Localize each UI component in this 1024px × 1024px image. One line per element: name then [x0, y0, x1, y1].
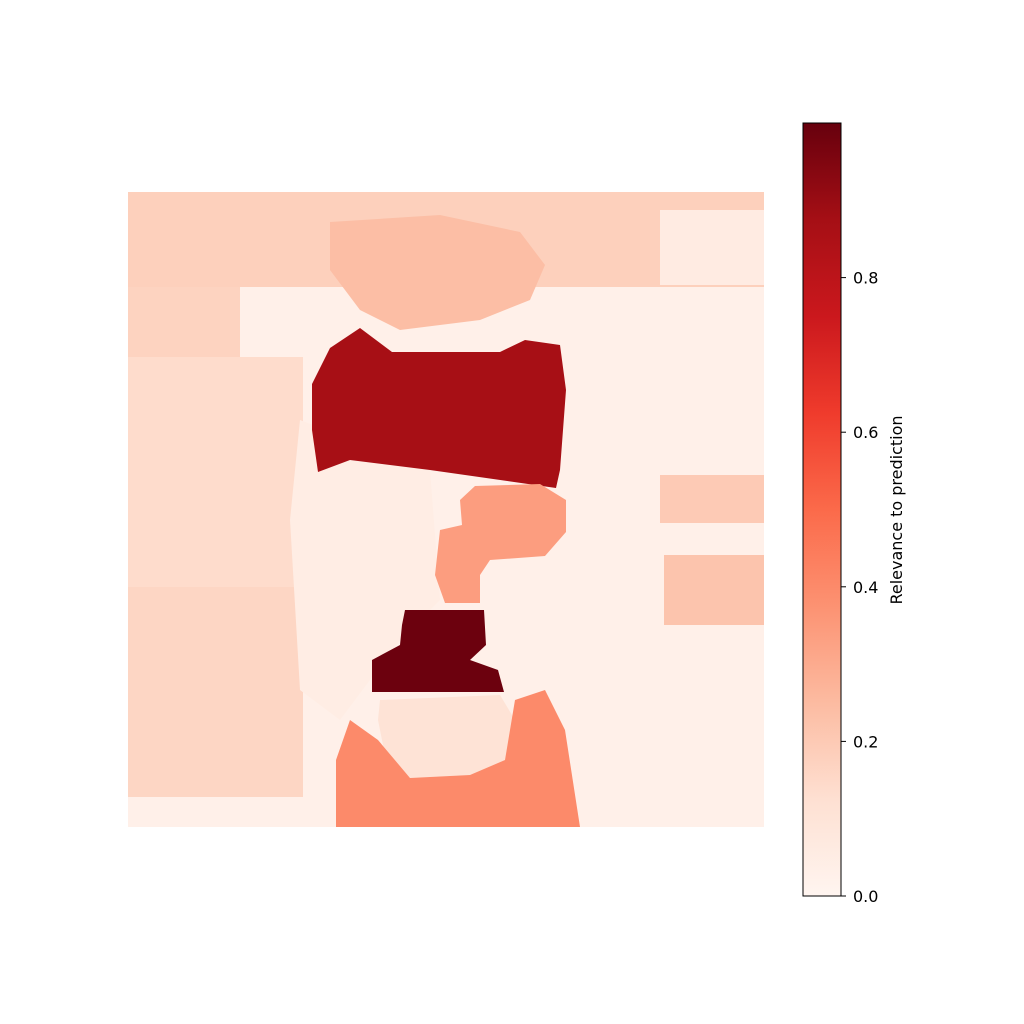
colorbar-tick-label: 0.2 — [853, 732, 878, 751]
segment-forehead-hair — [330, 215, 545, 330]
segment-left-lower-block — [128, 587, 303, 797]
segment-nose-region — [435, 484, 566, 603]
colorbar-tick-label: 0.8 — [853, 269, 878, 288]
colorbar-ticks: 0.0 0.2 0.4 0.6 0.8 — [841, 269, 878, 906]
segment-right-upper-block — [660, 210, 764, 285]
segment-chin-region — [378, 695, 515, 778]
colorbar-tick-label: 0.0 — [853, 887, 878, 906]
segment-eyes-region — [312, 328, 566, 488]
segment-neck-region — [336, 690, 580, 827]
colorbar — [802, 122, 842, 897]
colorbar-tick-label: 0.6 — [853, 423, 878, 442]
segment-right-mid-band — [660, 475, 764, 523]
segment-mouth-region — [372, 610, 504, 692]
segment-right-lower-band — [664, 555, 764, 625]
heatmap — [128, 192, 764, 827]
segment-left-mid-block — [128, 357, 303, 587]
segment-face-cheek-left — [290, 420, 440, 720]
segment-left-upper-block — [128, 287, 240, 357]
colorbar-tick-label: 0.4 — [853, 578, 878, 597]
colorbar-label: Relevance to prediction — [887, 415, 906, 604]
